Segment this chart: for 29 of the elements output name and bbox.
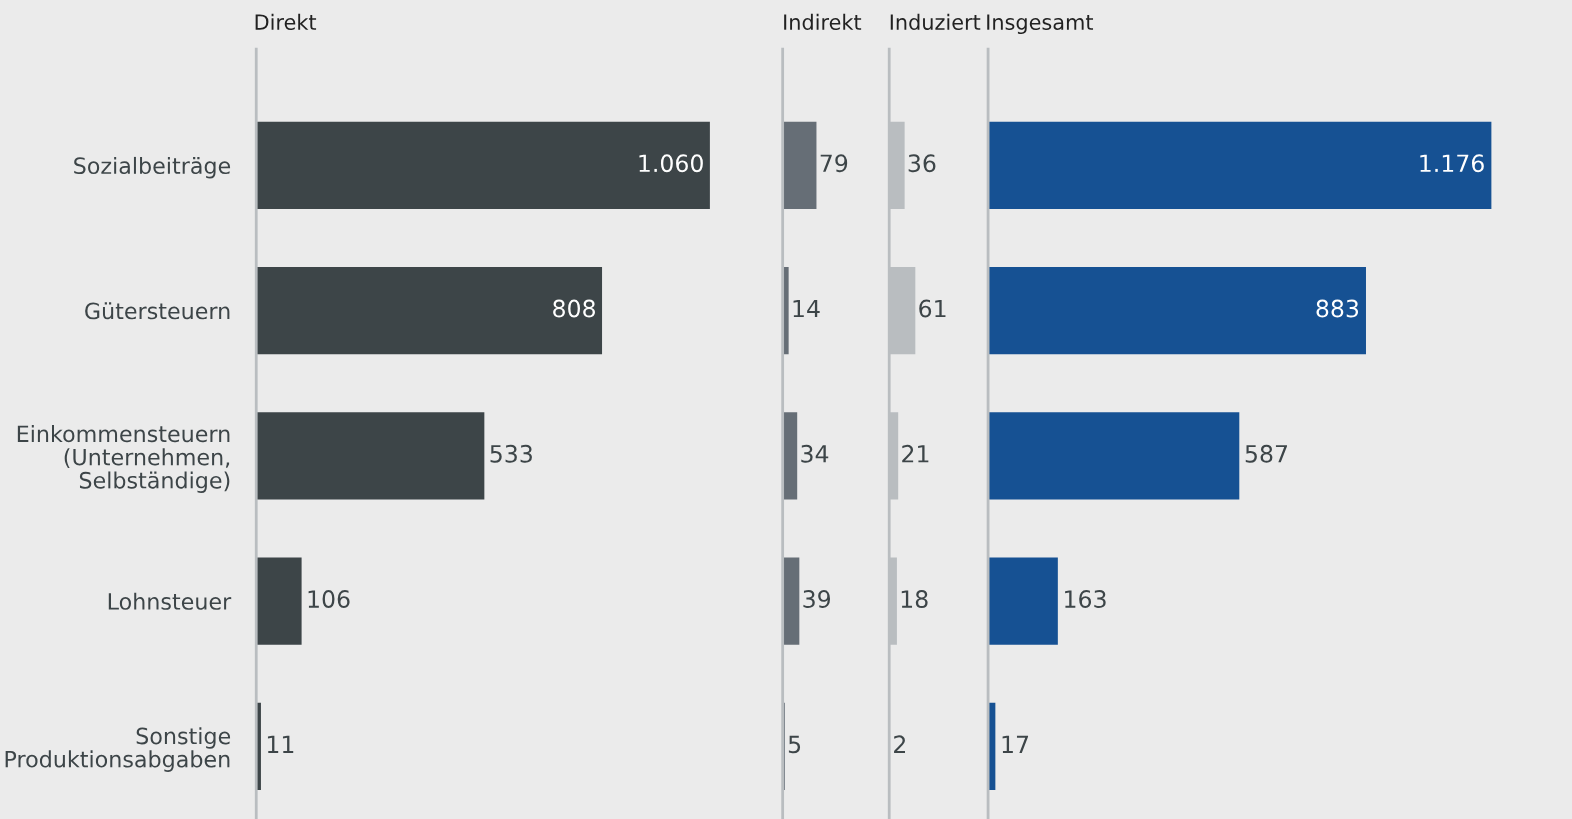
data-label: 17 (1002, 735, 1029, 753)
data-label: 79 (820, 154, 848, 173)
chart-title: Insgesamt (987, 14, 1094, 35)
data-label: 2 (894, 735, 905, 753)
data-label: 11 (267, 735, 294, 753)
data-label: 18 (901, 590, 928, 608)
data-label: 106 (308, 590, 350, 608)
chart-title: Induziert (890, 13, 981, 30)
y-tick-label: Einkommensteuern (Unternehmen, Selbständige) (17, 425, 230, 493)
y-tick-label: Sonstige Produktionsabgaben (5, 727, 231, 772)
data-label: 1.060 (639, 154, 703, 173)
data-label: 533 (490, 444, 532, 463)
data-label: 163 (1065, 590, 1106, 608)
y-tick-label: Sozialbeiträge (74, 156, 231, 179)
y-tick-label: Lohnsteuer (108, 592, 232, 610)
data-label: 34 (801, 444, 829, 463)
data-label: 808 (553, 299, 595, 318)
data-label: 883 (1316, 299, 1359, 318)
chart-title: Direkt (255, 13, 317, 30)
data-label: 587 (1245, 444, 1288, 463)
chart-title: Indirekt (784, 13, 862, 30)
data-label: 21 (902, 444, 929, 463)
data-label: 5 (788, 735, 801, 754)
data-label: 14 (793, 299, 820, 318)
data-label: 39 (803, 590, 831, 608)
data-label: 61 (919, 299, 946, 318)
data-label: 36 (908, 154, 936, 173)
data-label: 1.176 (1420, 154, 1484, 173)
y-tick-label: Gütersteuern (85, 302, 230, 320)
